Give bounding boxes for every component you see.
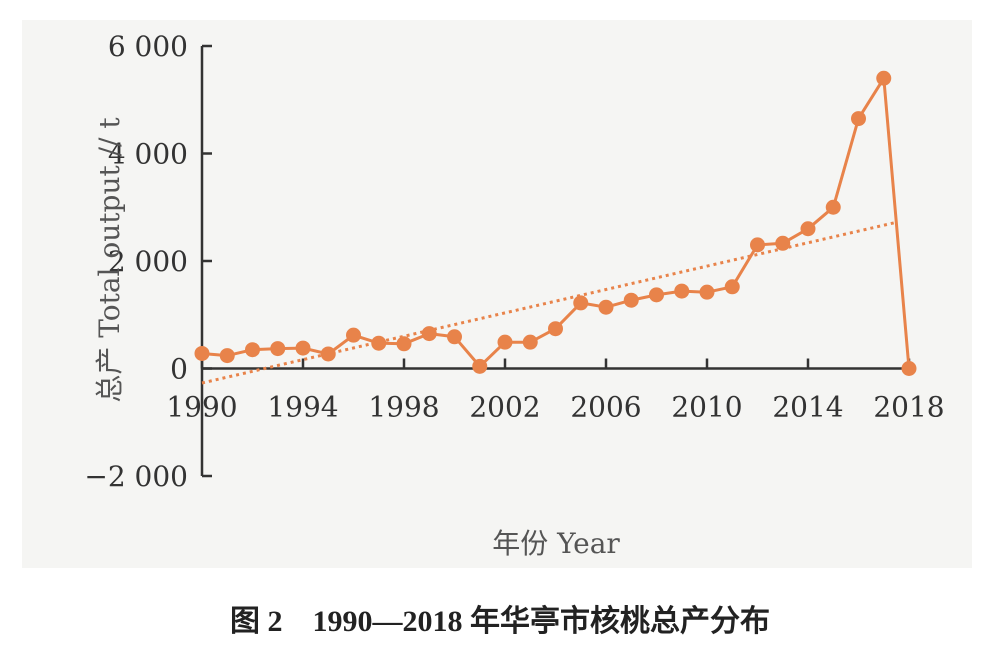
data-point: [775, 235, 791, 251]
series-layer: [194, 70, 917, 376]
data-point: [245, 342, 260, 358]
data-point: [320, 346, 336, 362]
trend-layer: [201, 220, 897, 385]
data-point: [800, 221, 816, 237]
plot-panel: −2 000 0 2 000 4 000 6 000 1990 1994 1998 2002 20…: [22, 20, 972, 568]
data-point: [851, 111, 866, 127]
data-point: [472, 358, 488, 374]
data-point: [194, 345, 210, 361]
y-axis-title: 总产 Total output // t: [93, 117, 126, 403]
data-point: [447, 329, 462, 345]
data-point: [295, 340, 311, 356]
axes: [200, 44, 911, 478]
x-axis-title: 年份 Year: [492, 527, 620, 560]
x-tick-label: 2002: [469, 391, 540, 424]
trend-line: [201, 220, 897, 385]
data-point: [497, 334, 513, 350]
data-point: [346, 327, 361, 343]
data-point: [699, 284, 715, 300]
tick-labels: −2 000 0 2 000 4 000 6 000 1990 1994 1998 2002 20…: [84, 30, 944, 493]
x-tick-label: 1990: [166, 391, 237, 424]
y-tick-label: −2 000: [84, 460, 188, 493]
y-tick-label: 6 000: [108, 30, 188, 63]
figure-caption: 图 2 1990—2018 年华亭市核桃总产分布: [230, 605, 770, 638]
data-point: [548, 321, 563, 337]
data-point: [396, 336, 412, 352]
data-point: [421, 326, 437, 342]
y-tick-label: 4 000: [108, 138, 188, 171]
data-point: [573, 295, 589, 311]
data-point: [674, 283, 690, 299]
x-tick-label: 1998: [368, 391, 439, 424]
data-point: [876, 70, 892, 86]
y-tick-label: 2 000: [108, 245, 188, 278]
x-tick-label: 2018: [873, 391, 944, 424]
data-point: [522, 334, 538, 350]
data-point: [750, 237, 765, 253]
data-point: [371, 335, 387, 351]
data-point: [649, 287, 664, 303]
output-line-chart: −2 000 0 2 000 4 000 6 000 1990 1994 1998 2002 20…: [84, 30, 944, 560]
y-tick-label: 0: [170, 353, 188, 386]
data-point: [724, 279, 740, 295]
data-point: [270, 341, 286, 357]
data-point: [598, 299, 614, 315]
data-point: [219, 348, 235, 364]
data-point: [623, 292, 639, 308]
x-tick-label: 1994: [267, 391, 338, 424]
x-tick-label: 2014: [772, 391, 843, 424]
data-point: [901, 361, 917, 376]
x-tick-label: 2006: [570, 391, 641, 424]
x-tick-label: 2010: [671, 391, 742, 424]
data-point: [825, 199, 841, 215]
